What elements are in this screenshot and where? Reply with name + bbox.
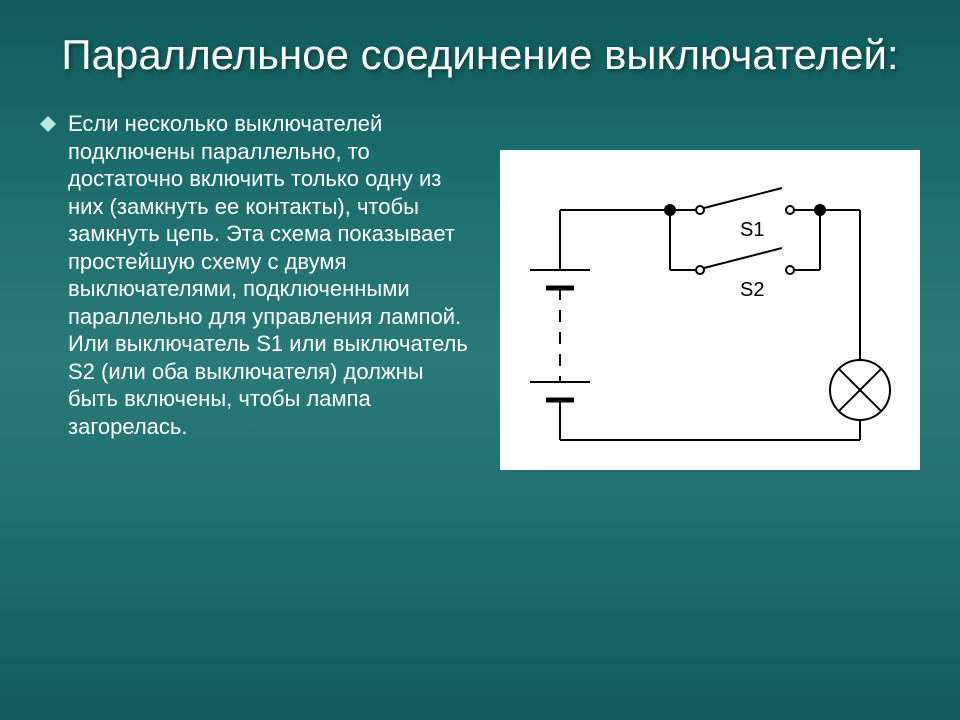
- circuit-diagram: S1 S2: [500, 150, 920, 470]
- body-text: Если несколько выключателей подключены п…: [68, 110, 470, 440]
- text-block: Если несколько выключателей подключены п…: [40, 110, 470, 470]
- bullet-row: Если несколько выключателей подключены п…: [40, 110, 470, 440]
- svg-text:S2: S2: [740, 279, 764, 301]
- content-row: Если несколько выключателей подключены п…: [0, 100, 960, 500]
- slide-title: Параллельное соединение выключателей:: [0, 0, 960, 100]
- svg-text:S1: S1: [740, 219, 764, 241]
- diagram-wrap: S1 S2: [490, 110, 930, 470]
- diamond-bullet-icon: [40, 116, 56, 137]
